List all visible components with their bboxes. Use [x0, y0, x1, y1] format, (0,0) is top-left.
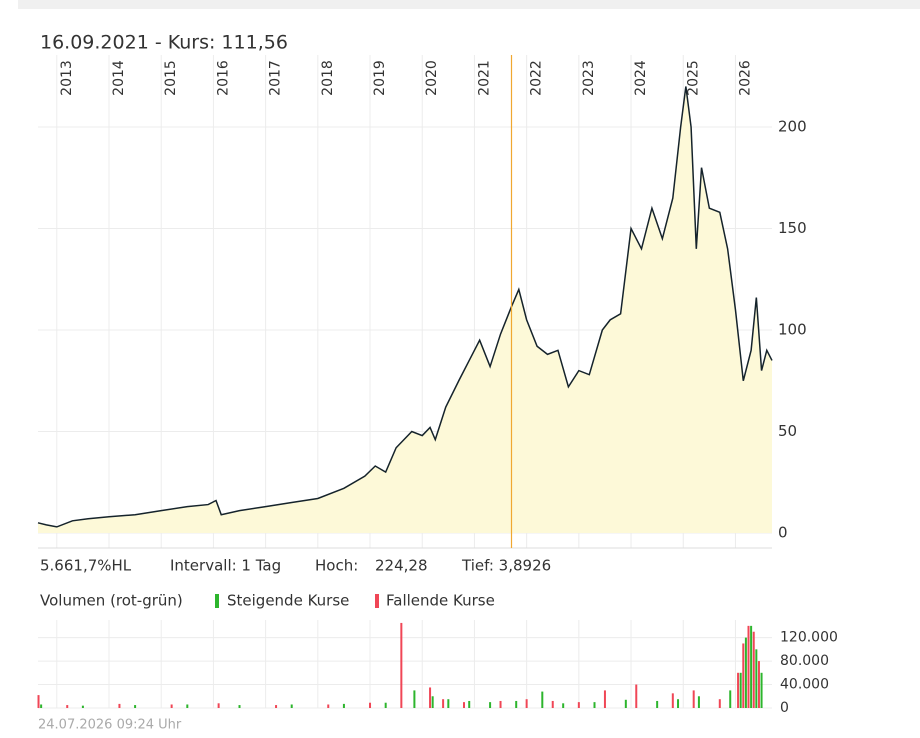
volume-bar — [624, 699, 627, 708]
legend-label: Fallende Kurse — [386, 592, 495, 610]
volume-bar — [447, 699, 450, 708]
volume-bar — [431, 696, 434, 708]
volume-bar — [525, 699, 528, 708]
volume-bar — [37, 695, 40, 708]
volume-bar — [515, 700, 518, 708]
x-tick-label: 2024 — [633, 60, 649, 96]
marker-label: 16.09.2021 - Kurs: 111,56 — [40, 32, 288, 54]
area — [38, 86, 772, 533]
top-bar — [18, 0, 920, 9]
volume-bar — [757, 661, 760, 708]
volume-title: Volumen (rot-grün) — [40, 592, 183, 610]
legend-swatch — [215, 594, 219, 608]
volume-bar — [742, 643, 745, 708]
timestamp: 24.07.2026 09:24 Uhr — [38, 718, 182, 733]
volume-bar — [677, 699, 680, 708]
y-tick-label: 150 — [778, 219, 807, 237]
legend-label: Steigende Kurse — [227, 592, 349, 610]
volume-bar — [400, 622, 403, 708]
volume-bar — [170, 704, 173, 708]
volume-bar — [744, 637, 747, 708]
volume-bar — [238, 705, 241, 708]
volume-bar — [729, 690, 732, 708]
x-tick-label: 2017 — [268, 60, 284, 96]
volume-bar — [577, 702, 580, 708]
volume-bar — [697, 696, 700, 708]
volume-bar — [118, 703, 121, 708]
x-tick-label: 2026 — [737, 60, 753, 96]
x-tick-label: 2015 — [163, 60, 179, 96]
volume-bar — [462, 702, 465, 708]
volume-bar — [186, 704, 189, 708]
volume-bar — [593, 702, 596, 708]
volume-bar — [541, 691, 544, 708]
x-tick-label: 2018 — [320, 60, 336, 96]
volume-bar — [551, 700, 554, 708]
y-tick-label: 100 — [778, 321, 807, 339]
volume-bar — [750, 625, 753, 708]
y-tick-label: 0 — [778, 523, 788, 541]
x-tick-label: 2020 — [424, 60, 440, 96]
volume-bar — [369, 702, 372, 708]
x-tick-label: 2013 — [59, 60, 75, 96]
stat: 224,28 — [375, 557, 428, 575]
volume-bar — [290, 704, 293, 708]
y-tick-label: 120.000 — [780, 630, 838, 646]
volume-bar — [66, 705, 69, 708]
volume-bar — [603, 690, 606, 708]
volume-bar — [739, 672, 742, 708]
x-tick-label: 2025 — [685, 60, 701, 96]
volume-bar — [562, 703, 565, 708]
x-tick-label: 2019 — [372, 60, 388, 96]
volume-bar — [718, 699, 721, 708]
volume-bar — [134, 705, 137, 708]
volume-bar — [40, 704, 43, 708]
stat: Intervall: 1 Tag — [170, 557, 281, 575]
volume-bar — [275, 705, 278, 708]
volume-bar — [656, 700, 659, 708]
x-tick-label: 2023 — [581, 60, 597, 96]
volume-bar — [413, 690, 416, 708]
x-tick-label: 2014 — [111, 60, 127, 96]
volume-bar — [737, 672, 740, 708]
volume-bar — [489, 702, 492, 708]
volume-bar — [760, 672, 763, 708]
volume-bar — [342, 703, 345, 708]
volume-bar — [429, 687, 432, 708]
volume-bar — [755, 649, 758, 708]
volume-bar — [671, 693, 674, 708]
y-tick-label: 40.000 — [780, 677, 829, 693]
volume-bar — [635, 684, 638, 708]
stat: Tief: 3,8926 — [461, 557, 551, 575]
volume-bar — [217, 703, 220, 708]
volume-bar — [327, 704, 330, 708]
y-tick-label: 80.000 — [780, 653, 829, 669]
x-tick-label: 2022 — [529, 60, 545, 96]
x-tick-label: 2021 — [476, 60, 492, 96]
volume-bar — [692, 690, 695, 708]
x-tick-label: 2016 — [215, 60, 231, 96]
volume-bar — [81, 705, 84, 708]
volume-bar — [384, 702, 387, 708]
volume-bar — [752, 631, 755, 708]
volume-bar — [468, 700, 471, 708]
y-tick-label: 50 — [778, 422, 797, 440]
stat: 5.661,7%HL — [40, 557, 132, 575]
y-tick-label: 200 — [778, 118, 807, 136]
volume-bar — [499, 700, 502, 708]
y-tick-label: 0 — [780, 700, 789, 716]
volume-bar — [442, 699, 445, 708]
volume-bar — [747, 625, 750, 708]
stat: Hoch: — [315, 557, 358, 575]
legend-swatch — [375, 594, 379, 608]
